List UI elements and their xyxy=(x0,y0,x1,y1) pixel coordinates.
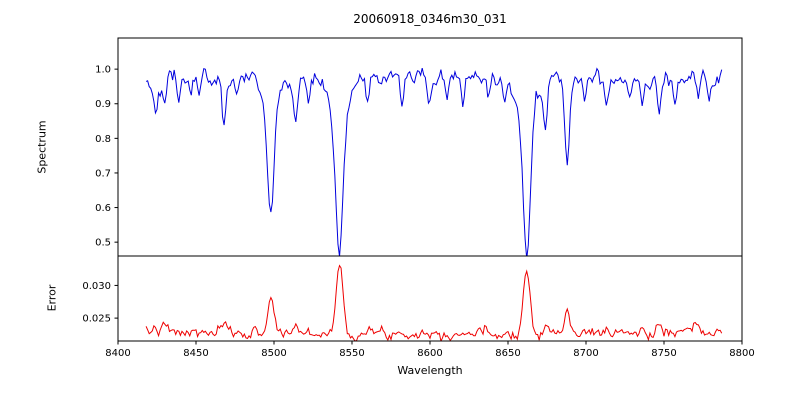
spectrum-y-tick-label: 0.5 xyxy=(95,238,111,249)
error-line xyxy=(145,264,723,341)
bottom-panel-frame xyxy=(117,255,743,342)
chart-title: 20060918_0346m30_031 xyxy=(353,12,507,26)
error-y-tick-label: 0.030 xyxy=(82,281,111,292)
spectrum-y-tick-label: 0.8 xyxy=(95,134,111,145)
spectrum-y-tick-label: 1.0 xyxy=(95,65,111,76)
x-axis-label: Wavelength xyxy=(397,364,463,377)
x-tick-label: 8400 xyxy=(105,348,130,359)
x-tick-label: 8550 xyxy=(339,348,364,359)
spectrum-y-tick-label: 0.7 xyxy=(95,168,111,179)
error-y-tick-label: 0.025 xyxy=(82,314,111,325)
spectrum-y-tick-label: 0.9 xyxy=(95,99,111,110)
x-tick-label: 8600 xyxy=(417,348,442,359)
x-tick-label: 8450 xyxy=(183,348,208,359)
x-tick-label: 8800 xyxy=(729,348,754,359)
x-tick-label: 8700 xyxy=(573,348,598,359)
x-tick-label: 8750 xyxy=(651,348,676,359)
x-tick-label: 8500 xyxy=(261,348,286,359)
spectrum-line xyxy=(145,67,723,256)
x-tick-label: 8650 xyxy=(495,348,520,359)
top-panel-frame xyxy=(117,37,743,257)
spectrum-y-tick-label: 0.6 xyxy=(95,203,111,214)
